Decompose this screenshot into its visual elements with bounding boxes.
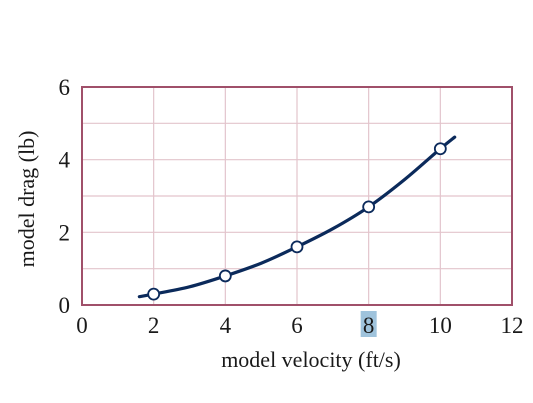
data-point (433, 142, 447, 156)
y-axis-title: model drag (lb) (14, 131, 39, 268)
data-point (147, 287, 161, 301)
x-tick-label: 4 (220, 313, 232, 338)
y-tick-label: 2 (59, 220, 71, 245)
tick-highlight-box (360, 311, 377, 337)
data-point (290, 240, 304, 254)
grid (82, 87, 512, 305)
plot-frame (81, 86, 513, 306)
data-points (147, 142, 447, 301)
x-tick-label: 8 (363, 313, 375, 338)
x-tick-label: 6 (291, 313, 303, 338)
data-point (362, 200, 376, 214)
x-tick-label: 2 (148, 313, 160, 338)
x-tick-labels: 0 2 4 6 8 10 12 (76, 311, 524, 338)
x-tick-label: 12 (501, 313, 524, 338)
x-tick-label: 0 (76, 313, 88, 338)
y-tick-label: 4 (59, 148, 71, 173)
x-axis-title: model velocity (ft/s) (221, 347, 401, 372)
y-tick-label: 0 (59, 293, 71, 318)
x-tick-label: 10 (429, 313, 452, 338)
y-tick-labels: 0 2 4 6 (59, 75, 71, 318)
data-point (218, 269, 232, 283)
y-tick-label: 6 (59, 75, 71, 100)
